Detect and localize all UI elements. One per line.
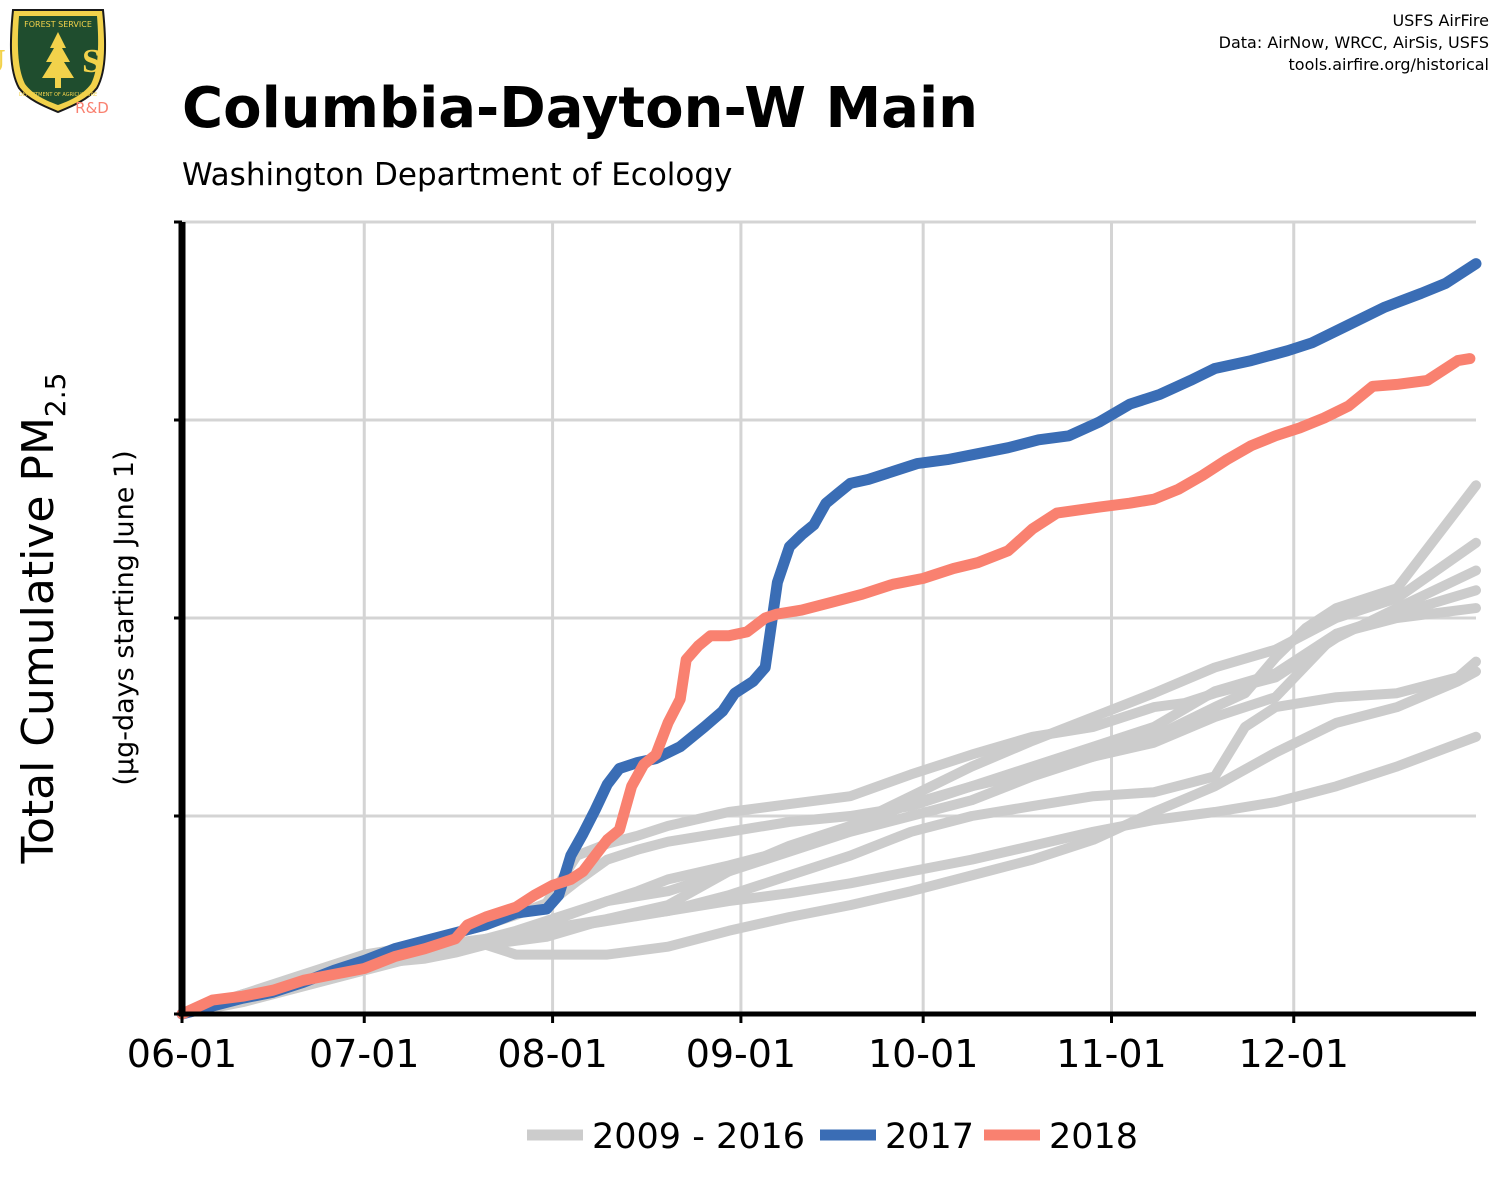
legend-label-2017: 2017 xyxy=(885,1117,974,1157)
credit-line-3: tools.airfire.org/historical xyxy=(1289,55,1489,74)
x-tick-label: 11-01 xyxy=(1056,1032,1166,1076)
legend: 2009 - 2016 2017 2018 xyxy=(527,1117,1138,1157)
credit-line-2: Data: AirNow, WRCC, AirSis, USFS xyxy=(1219,33,1489,52)
y-axis-sublabel: (µg-days starting June 1) xyxy=(109,450,140,785)
legend-label-history: 2009 - 2016 xyxy=(592,1117,805,1157)
y-axis-label-main: Total Cumulative PM xyxy=(13,417,64,864)
y-axis-label: Total Cumulative PM2.5 xyxy=(13,373,72,865)
series-line-2018 xyxy=(176,353,1476,1020)
logo-top-text: FOREST SERVICE xyxy=(24,20,92,29)
highlight-series-group xyxy=(176,258,1482,1020)
y-axis-label-subscript: 2.5 xyxy=(39,373,72,418)
logo-bottom-text: DEPARTMENT OF AGRICULTURE xyxy=(19,92,97,98)
x-tick-label: 09-01 xyxy=(686,1032,796,1076)
chart-title: Columbia-Dayton-W Main xyxy=(182,76,978,141)
x-tick-label: 07-01 xyxy=(309,1032,419,1076)
series-line-history xyxy=(177,565,1481,1019)
x-tick-label: 06-01 xyxy=(127,1032,237,1076)
usfs-logo: U S FOREST SERVICE DEPARTMENT OF AGRICUL… xyxy=(0,9,135,117)
chart-subtitle: Washington Department of Ecology xyxy=(182,157,732,193)
legend-label-2018: 2018 xyxy=(1049,1117,1138,1157)
x-tick-label: 12-01 xyxy=(1239,1032,1349,1076)
x-tick-labels: 06-01 07-01 08-01 09-01 10-01 11-01 12-01 xyxy=(127,1032,1349,1076)
x-tick-label: 10-01 xyxy=(868,1032,978,1076)
series-line-2017 xyxy=(176,258,1482,1020)
series-line-history xyxy=(177,537,1481,1019)
credit-line-1: USFS AirFire xyxy=(1392,11,1489,30)
axes xyxy=(174,220,1476,1023)
logo-rd-badge: R&D xyxy=(75,99,109,117)
logo-letters: U S xyxy=(0,43,135,80)
grid-lines xyxy=(182,220,1476,1014)
history-series-group xyxy=(177,480,1481,1019)
logo-tree-icon xyxy=(42,32,74,88)
x-tick-label: 08-01 xyxy=(497,1032,607,1076)
